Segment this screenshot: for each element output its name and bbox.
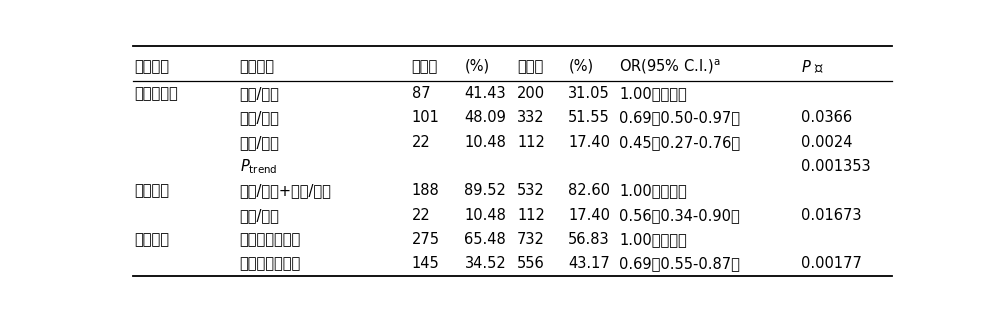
Text: 200: 200 [517, 86, 545, 101]
Text: 1.00（参照）: 1.00（参照） [619, 183, 687, 198]
Text: 0.001353: 0.001353 [801, 159, 870, 174]
Text: 188: 188 [412, 183, 440, 198]
Text: 332: 332 [517, 110, 545, 126]
Text: 0.69（0.50-0.97）: 0.69（0.50-0.97） [619, 110, 740, 126]
Text: 加性模型: 加性模型 [134, 232, 169, 247]
Text: 275: 275 [412, 232, 440, 247]
Text: 插入/插入: 插入/插入 [240, 86, 280, 101]
Text: 17.40: 17.40 [568, 208, 610, 223]
Text: 1.00（参照）: 1.00（参照） [619, 86, 687, 101]
Text: 0.00177: 0.00177 [801, 257, 862, 272]
Text: 87: 87 [412, 86, 430, 101]
Text: 0.0366: 0.0366 [801, 110, 852, 126]
Text: 10.48: 10.48 [464, 135, 506, 150]
Text: 缺失型等位基因: 缺失型等位基因 [240, 257, 301, 272]
Text: 基因分型: 基因分型 [240, 59, 275, 74]
Text: 插入/插入+插入/缺失: 插入/插入+插入/缺失 [240, 183, 332, 198]
Text: 48.09: 48.09 [464, 110, 506, 126]
Text: (%): (%) [464, 59, 490, 74]
Text: OR(95% C.I.)$^{\mathrm{a}}$: OR(95% C.I.)$^{\mathrm{a}}$ [619, 57, 721, 76]
Text: 0.69（0.55-0.87）: 0.69（0.55-0.87） [619, 257, 740, 272]
Text: 732: 732 [517, 232, 545, 247]
Text: 112: 112 [517, 135, 545, 150]
Text: 缺失/缺失: 缺失/缺失 [240, 208, 280, 223]
Text: 51.55: 51.55 [568, 110, 610, 126]
Text: 82.60: 82.60 [568, 183, 610, 198]
Text: 插入/缺失: 插入/缺失 [240, 110, 280, 126]
Text: 17.40: 17.40 [568, 135, 610, 150]
Text: 1.00（参照）: 1.00（参照） [619, 232, 687, 247]
Text: 遗传模型: 遗传模型 [134, 59, 169, 74]
Text: 22: 22 [412, 208, 430, 223]
Text: $P_{\mathrm{trend}}$: $P_{\mathrm{trend}}$ [240, 157, 277, 176]
Text: 隐性模型: 隐性模型 [134, 183, 169, 198]
Text: 532: 532 [517, 183, 545, 198]
Text: 对照组: 对照组 [517, 59, 543, 74]
Text: 病例组: 病例组 [412, 59, 438, 74]
Text: 43.17: 43.17 [568, 257, 610, 272]
Text: 31.05: 31.05 [568, 86, 610, 101]
Text: 22: 22 [412, 135, 430, 150]
Text: 共显性模型: 共显性模型 [134, 86, 178, 101]
Text: 65.48: 65.48 [464, 232, 506, 247]
Text: 0.56（0.34-0.90）: 0.56（0.34-0.90） [619, 208, 740, 223]
Text: 89.52: 89.52 [464, 183, 506, 198]
Text: 556: 556 [517, 257, 545, 272]
Text: 101: 101 [412, 110, 440, 126]
Text: 10.48: 10.48 [464, 208, 506, 223]
Text: 41.43: 41.43 [464, 86, 506, 101]
Text: 0.01673: 0.01673 [801, 208, 861, 223]
Text: 145: 145 [412, 257, 440, 272]
Text: 56.83: 56.83 [568, 232, 610, 247]
Text: 112: 112 [517, 208, 545, 223]
Text: 34.52: 34.52 [464, 257, 506, 272]
Text: 0.45（0.27-0.76）: 0.45（0.27-0.76） [619, 135, 741, 150]
Text: (%): (%) [568, 59, 593, 74]
Text: 插入型等位基因: 插入型等位基因 [240, 232, 301, 247]
Text: 0.0024: 0.0024 [801, 135, 852, 150]
Text: $P$ 值: $P$ 值 [801, 58, 824, 75]
Text: 缺失/缺失: 缺失/缺失 [240, 135, 280, 150]
